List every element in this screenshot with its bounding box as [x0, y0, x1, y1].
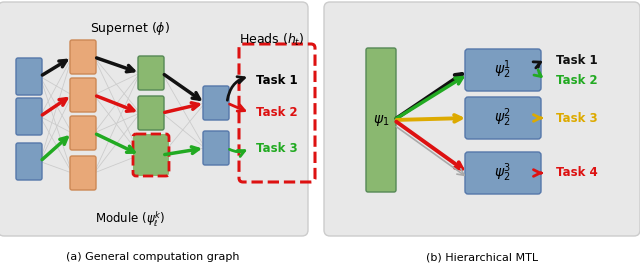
Text: Heads ($h_t$): Heads ($h_t$): [239, 32, 305, 48]
Text: Task 3: Task 3: [256, 141, 298, 155]
Text: $\psi_2^3$: $\psi_2^3$: [495, 162, 511, 184]
FancyBboxPatch shape: [366, 48, 396, 192]
Text: $\psi_2^2$: $\psi_2^2$: [495, 107, 511, 129]
FancyBboxPatch shape: [70, 40, 96, 74]
Text: (a) General computation graph: (a) General computation graph: [67, 252, 240, 262]
Text: Supernet ($\phi$): Supernet ($\phi$): [90, 20, 170, 37]
FancyBboxPatch shape: [70, 156, 96, 190]
FancyBboxPatch shape: [138, 56, 164, 90]
FancyBboxPatch shape: [70, 116, 96, 150]
Text: Task 1: Task 1: [256, 73, 298, 87]
Text: Task 1: Task 1: [556, 53, 598, 67]
FancyBboxPatch shape: [203, 86, 229, 120]
FancyBboxPatch shape: [16, 98, 42, 135]
FancyBboxPatch shape: [16, 143, 42, 180]
FancyBboxPatch shape: [138, 96, 164, 130]
Text: $\psi_2^1$: $\psi_2^1$: [495, 59, 511, 81]
Text: Module ($\psi_\ell^k$): Module ($\psi_\ell^k$): [95, 210, 165, 229]
Text: $\psi_1$: $\psi_1$: [372, 113, 389, 127]
FancyBboxPatch shape: [16, 58, 42, 95]
FancyBboxPatch shape: [465, 97, 541, 139]
Text: Task 4: Task 4: [556, 167, 598, 179]
FancyBboxPatch shape: [324, 2, 640, 236]
FancyBboxPatch shape: [0, 2, 308, 236]
Text: Task 3: Task 3: [556, 112, 598, 124]
Text: Task 2: Task 2: [556, 73, 598, 87]
FancyBboxPatch shape: [138, 138, 164, 172]
FancyBboxPatch shape: [465, 152, 541, 194]
Text: (b) Hierarchical MTL: (b) Hierarchical MTL: [426, 252, 538, 262]
Text: Task 2: Task 2: [256, 107, 298, 119]
FancyBboxPatch shape: [203, 131, 229, 165]
FancyBboxPatch shape: [465, 49, 541, 91]
FancyBboxPatch shape: [70, 78, 96, 112]
FancyBboxPatch shape: [133, 134, 169, 176]
